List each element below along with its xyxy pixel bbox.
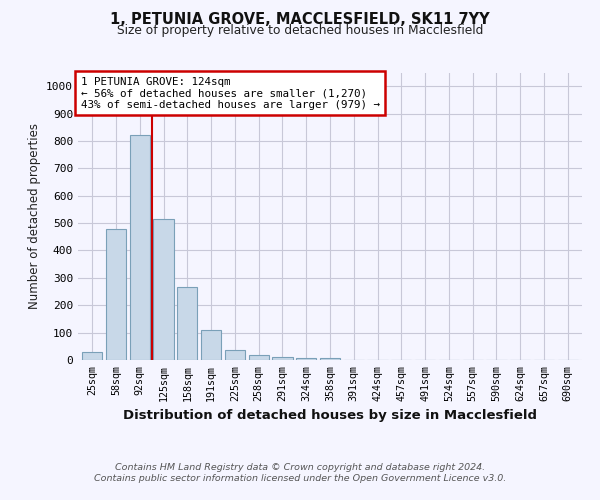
Bar <box>201 330 221 360</box>
Bar <box>248 354 269 360</box>
Y-axis label: Number of detached properties: Number of detached properties <box>28 123 41 309</box>
Bar <box>106 229 126 360</box>
Bar <box>296 358 316 360</box>
Bar <box>130 136 150 360</box>
Bar <box>320 358 340 360</box>
Bar <box>225 350 245 360</box>
Bar <box>154 219 173 360</box>
Bar <box>177 288 197 360</box>
Text: Contains HM Land Registry data © Crown copyright and database right 2024.: Contains HM Land Registry data © Crown c… <box>115 462 485 471</box>
X-axis label: Distribution of detached houses by size in Macclesfield: Distribution of detached houses by size … <box>123 409 537 422</box>
Text: 1 PETUNIA GROVE: 124sqm
← 56% of detached houses are smaller (1,270)
43% of semi: 1 PETUNIA GROVE: 124sqm ← 56% of detache… <box>80 77 380 110</box>
Text: 1, PETUNIA GROVE, MACCLESFIELD, SK11 7YY: 1, PETUNIA GROVE, MACCLESFIELD, SK11 7YY <box>110 12 490 28</box>
Text: Size of property relative to detached houses in Macclesfield: Size of property relative to detached ho… <box>117 24 483 37</box>
Bar <box>272 358 293 360</box>
Bar <box>82 352 103 360</box>
Text: Contains public sector information licensed under the Open Government Licence v3: Contains public sector information licen… <box>94 474 506 483</box>
